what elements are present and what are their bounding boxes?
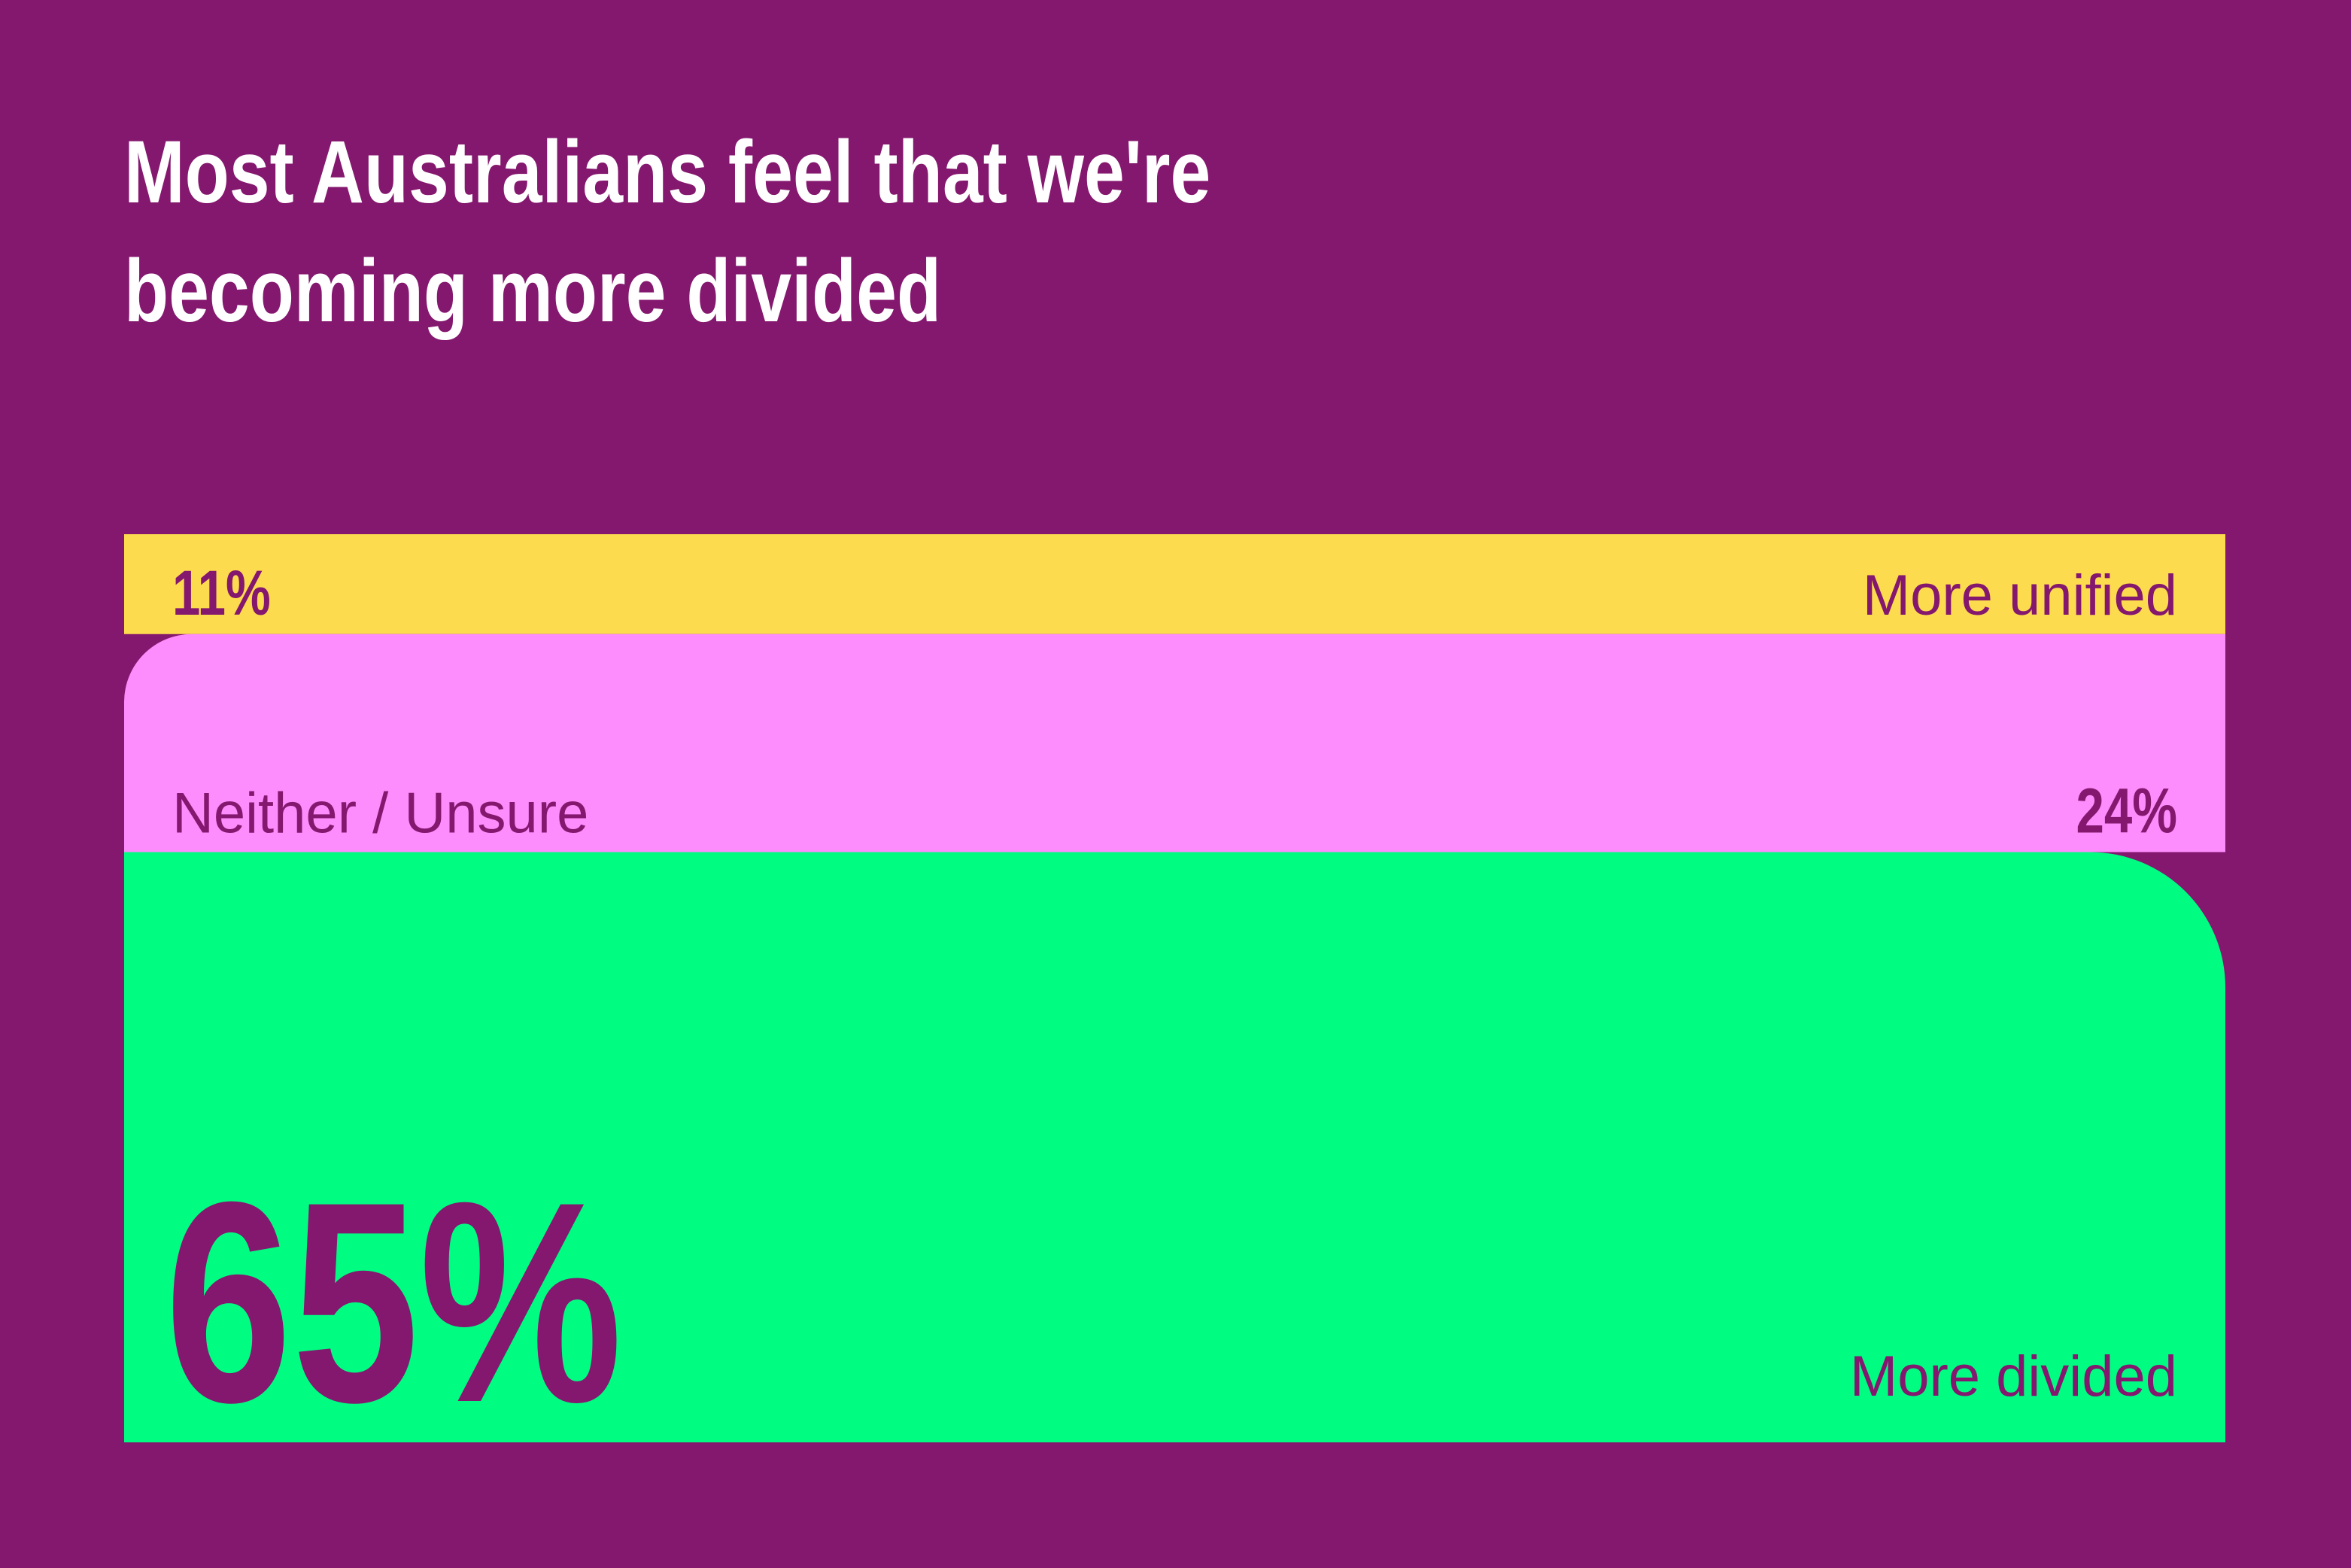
- category-label: Neither / Unsure: [172, 781, 588, 845]
- value-label: 65%: [165, 1141, 622, 1461]
- value-label: 24%: [2076, 776, 2177, 846]
- chart-title: Most Australians feel that we're becomin…: [124, 123, 1211, 341]
- segment: [124, 634, 2225, 852]
- category-label: More unified: [1863, 564, 2177, 628]
- category-label: More divided: [1850, 1345, 2177, 1408]
- segment: [124, 852, 2225, 1442]
- segment: [124, 534, 2225, 634]
- value-label: 11%: [172, 558, 271, 629]
